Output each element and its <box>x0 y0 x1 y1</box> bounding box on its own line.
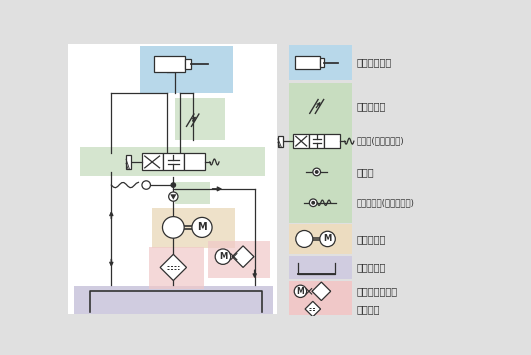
Bar <box>142 153 162 170</box>
Bar <box>309 134 324 148</box>
Circle shape <box>312 202 314 204</box>
Bar <box>184 153 205 170</box>
Polygon shape <box>232 246 254 267</box>
Circle shape <box>294 285 306 297</box>
Circle shape <box>169 192 178 201</box>
Bar <box>149 247 203 289</box>
Bar <box>140 47 233 93</box>
Text: M: M <box>296 287 304 296</box>
Bar <box>278 136 282 147</box>
Bar <box>295 56 320 69</box>
Circle shape <box>162 217 184 238</box>
Text: 油圧ポンプ: 油圧ポンプ <box>357 234 387 244</box>
Text: M: M <box>197 222 207 233</box>
Bar <box>208 241 270 278</box>
Circle shape <box>171 183 175 187</box>
Bar <box>68 44 277 315</box>
Bar <box>80 147 265 176</box>
Circle shape <box>296 230 313 247</box>
Bar <box>74 286 272 315</box>
Bar <box>175 182 210 203</box>
Circle shape <box>315 171 318 173</box>
Text: 油圧タンク: 油圧タンク <box>357 262 387 272</box>
Bar <box>152 208 235 248</box>
Bar <box>289 256 353 279</box>
Polygon shape <box>160 254 186 280</box>
Text: 逆止弁: 逆止弁 <box>357 167 375 177</box>
Circle shape <box>215 249 230 264</box>
Text: 空冷ラジエータ: 空冷ラジエータ <box>357 286 398 296</box>
Text: 油圧シリンダ: 油圧シリンダ <box>357 58 392 67</box>
Polygon shape <box>312 282 331 301</box>
Bar <box>154 56 185 72</box>
Circle shape <box>320 231 335 247</box>
Bar <box>289 83 353 223</box>
Text: フィルタ: フィルタ <box>357 304 381 314</box>
Text: 電磁弁(方向制御弁): 電磁弁(方向制御弁) <box>357 137 405 146</box>
Bar <box>286 43 478 316</box>
Polygon shape <box>170 194 176 200</box>
Bar <box>185 59 191 69</box>
Text: M: M <box>219 252 227 261</box>
Text: 流量制御弁: 流量制御弁 <box>357 101 387 111</box>
Circle shape <box>192 217 212 237</box>
Bar <box>175 98 225 140</box>
Bar <box>320 58 324 67</box>
Circle shape <box>313 168 321 176</box>
Circle shape <box>310 199 317 207</box>
Text: リリーフ弁(圧力制御弁): リリーフ弁(圧力制御弁) <box>357 198 415 207</box>
Bar <box>289 45 353 80</box>
Bar <box>324 134 340 148</box>
Bar <box>294 134 309 148</box>
Bar <box>126 155 131 169</box>
Text: M: M <box>323 234 332 244</box>
Bar <box>289 224 353 253</box>
Bar <box>289 280 353 315</box>
Polygon shape <box>305 301 321 317</box>
Circle shape <box>142 181 150 189</box>
Bar <box>162 153 184 170</box>
